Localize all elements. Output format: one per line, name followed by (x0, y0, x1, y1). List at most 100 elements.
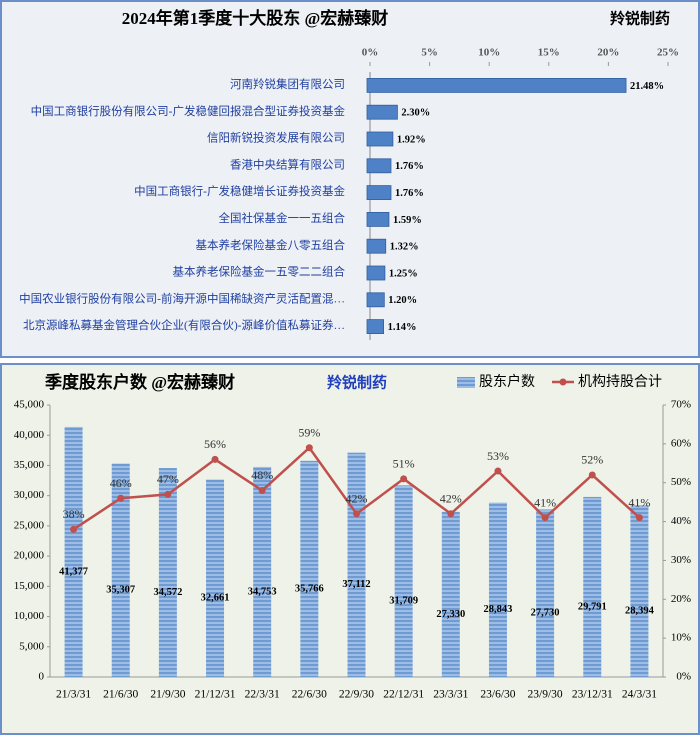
data-label: 41,377 (59, 566, 88, 577)
bar (366, 319, 384, 335)
x-tick-label: 21/9/30 (150, 689, 185, 701)
bar (366, 211, 390, 227)
line-point (494, 467, 502, 475)
legend-label: 股东户数 (479, 373, 535, 390)
y2-tick-label: 0% (676, 671, 691, 683)
y2-tick-label: 50% (671, 476, 691, 488)
x-tick-label: 10% (478, 47, 500, 59)
data-label: 31,709 (389, 596, 418, 607)
y-tick-label: 5,000 (19, 640, 44, 652)
y-tick-label: 10,000 (14, 610, 45, 622)
bar (366, 104, 398, 120)
data-label: 48% (251, 468, 273, 482)
y-tick-label: 基本养老保险基金八零五组合 (196, 238, 346, 252)
data-label: 47% (157, 472, 179, 486)
bar (111, 463, 130, 677)
data-label: 35,766 (295, 583, 324, 594)
y-tick-label: 河南羚锐集团有限公司 (230, 77, 345, 91)
data-label: 27,330 (436, 609, 465, 620)
legend-swatch (559, 378, 567, 386)
x-tick-label: 21/6/30 (103, 689, 138, 701)
line-point (447, 510, 455, 518)
data-label: 52% (581, 453, 603, 467)
chart-subtitle: 羚锐制药 (327, 373, 387, 391)
line-point (70, 525, 78, 533)
line-point (164, 490, 172, 498)
data-label: 38% (63, 507, 85, 521)
line-point (400, 475, 408, 483)
x-tick-label: 24/3/31 (622, 689, 657, 701)
y2-tick-label: 30% (671, 554, 691, 566)
bar (488, 502, 507, 677)
line-point (588, 471, 596, 479)
data-label: 46% (110, 476, 132, 490)
data-label: 53% (487, 449, 509, 463)
y-tick-label: 信阳新锐投资发展有限公司 (207, 131, 345, 145)
line-point (353, 510, 360, 518)
chart-title: 2024年第1季度十大股东 @宏赫臻财 (122, 8, 389, 28)
y2-tick-label: 10% (671, 632, 691, 644)
chart-title: 季度股东户数 @宏赫臻财 (45, 372, 235, 392)
bar (366, 292, 385, 308)
data-label: 59% (298, 425, 320, 439)
bar (366, 78, 627, 93)
line-point (305, 444, 313, 452)
x-tick-label: 21/3/31 (56, 689, 91, 701)
bar (158, 468, 177, 677)
chart-subtitle: 羚锐制药 (610, 9, 670, 27)
bar (64, 426, 83, 677)
data-label: 28,394 (625, 606, 655, 617)
x-tick-label: 22/12/31 (383, 689, 424, 701)
line-point (211, 455, 219, 463)
data-label: 1.92% (397, 134, 426, 145)
x-tick-label: 20% (597, 47, 619, 59)
bar (441, 511, 460, 677)
data-label: 35,307 (106, 585, 135, 596)
y2-tick-label: 40% (671, 515, 691, 527)
y2-tick-label: 70% (671, 399, 691, 411)
data-label: 34,572 (153, 587, 182, 598)
legend-swatch (457, 377, 475, 388)
data-label: 28,843 (484, 604, 513, 615)
y-tick-label: 30,000 (14, 489, 45, 501)
x-tick-label: 22/9/30 (339, 689, 374, 701)
x-tick-label: 21/12/31 (195, 689, 236, 701)
data-label: 2.30% (401, 108, 430, 119)
y-tick-label: 15,000 (14, 580, 45, 592)
y-tick-label: 40,000 (14, 429, 45, 441)
data-label: 51% (393, 457, 415, 471)
bar (347, 452, 366, 677)
data-label: 42% (440, 492, 462, 506)
data-label: 42% (346, 492, 368, 506)
y-tick-label: 25,000 (14, 519, 45, 531)
y-tick-label: 中国工商银行股份有限公司-广发稳健回报混合型证券投资基金 (31, 104, 346, 118)
data-label: 56% (204, 437, 226, 451)
data-label: 1.76% (395, 188, 424, 199)
y-tick-label: 35,000 (14, 459, 45, 471)
data-label: 27,730 (531, 608, 560, 619)
bar (630, 505, 649, 677)
y-tick-label: 北京源峰私募基金管理合伙企业(有限合伙)-源峰价值私募证券… (23, 318, 345, 332)
y-tick-label: 香港中央结算有限公司 (230, 157, 345, 171)
y2-tick-label: 60% (671, 437, 691, 449)
data-label: 1.32% (390, 242, 419, 253)
bar (366, 265, 386, 281)
data-label: 1.14% (388, 322, 417, 333)
x-tick-label: 25% (657, 47, 679, 59)
data-label: 21.48% (630, 81, 664, 92)
y-tick-label: 45,000 (14, 399, 45, 411)
y2-tick-label: 20% (671, 593, 691, 605)
data-label: 34,753 (248, 586, 277, 597)
data-label: 41% (534, 495, 556, 509)
bar (536, 509, 555, 677)
x-tick-label: 22/3/31 (245, 689, 280, 701)
y-tick-label: 20,000 (14, 550, 45, 562)
line-point (117, 494, 125, 502)
x-tick-label: 15% (538, 47, 560, 59)
legend-label: 机构持股合计 (578, 374, 662, 390)
bar (394, 485, 413, 677)
x-tick-label: 23/12/31 (572, 689, 613, 701)
bar (366, 238, 387, 254)
